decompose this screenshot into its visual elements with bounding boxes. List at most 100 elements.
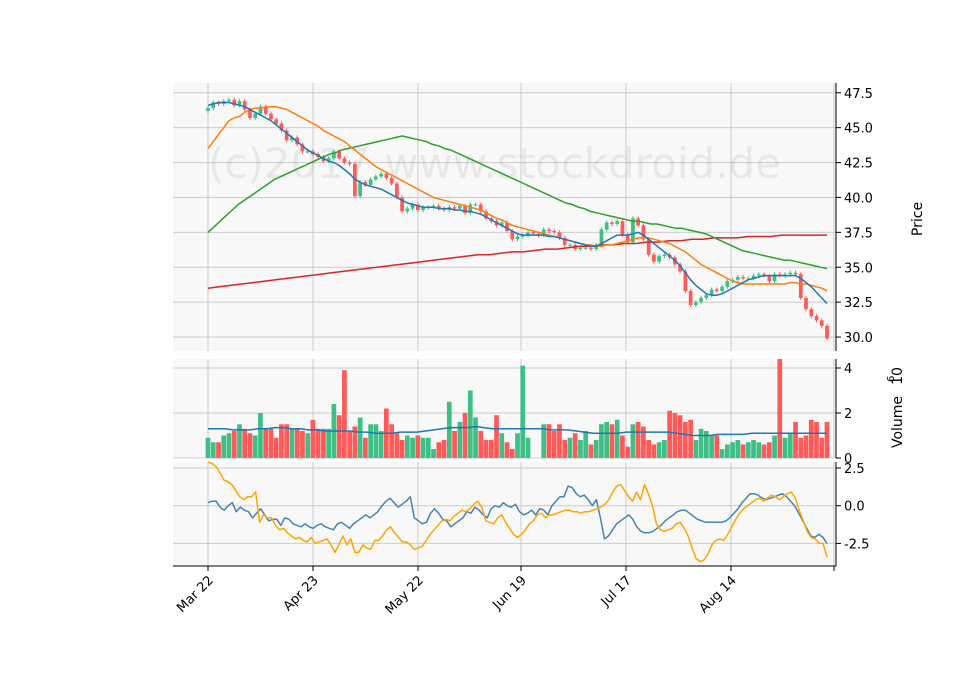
candle-up <box>206 108 210 111</box>
volume-bar <box>294 428 300 458</box>
candle-up <box>290 137 294 141</box>
candle-down <box>389 177 394 184</box>
candle-down <box>363 182 368 185</box>
volume-bar <box>478 431 484 458</box>
candle-down <box>809 309 814 317</box>
candle-up <box>332 151 336 159</box>
candle-up <box>237 101 242 106</box>
volume-bar <box>593 440 599 458</box>
candle-down <box>715 289 719 291</box>
volume-bar <box>656 442 662 458</box>
candle-down <box>510 230 515 240</box>
volume-bar <box>237 424 242 458</box>
volume-bar <box>751 440 756 458</box>
volume-bar <box>404 435 410 458</box>
candle-up <box>578 247 583 250</box>
volume-bar <box>541 424 547 458</box>
volume-bar <box>667 410 672 458</box>
candle-down <box>337 151 341 159</box>
candle-up <box>541 229 546 236</box>
volume-bar <box>677 415 683 458</box>
volume-bar <box>724 444 730 458</box>
candle-down <box>678 264 682 272</box>
candle-down <box>415 204 420 211</box>
candle-down <box>793 272 798 275</box>
x-tick-label: Mar 22 <box>174 573 217 616</box>
volume-bar <box>368 424 373 458</box>
candle-up <box>657 256 661 262</box>
volume-bar <box>756 442 762 458</box>
candle-up <box>211 102 216 109</box>
price-axis-label: Price <box>910 202 926 236</box>
oscillator-line-a <box>207 485 828 544</box>
price-y-tick-label: 30.0 <box>844 331 873 346</box>
candle-down <box>232 99 237 106</box>
candle-down <box>384 173 389 178</box>
candle-up <box>405 208 410 212</box>
osc-y-tick-label: 0.0 <box>844 500 865 515</box>
volume-bar <box>819 437 825 458</box>
volume-bar <box>740 444 746 458</box>
volume-bar <box>321 428 326 458</box>
price-y-tick-label: 40.0 <box>844 191 873 206</box>
candle-down <box>557 232 562 238</box>
volume-bar <box>609 424 615 458</box>
volume-bar <box>483 440 489 458</box>
volume-bar <box>793 422 798 458</box>
volume-bar <box>520 365 526 458</box>
candle-down <box>804 297 808 310</box>
osc-y-tick-label: 2.5 <box>844 462 865 477</box>
volume-bar <box>772 435 777 458</box>
volume-y-tick-label: 4 <box>844 362 852 377</box>
volume-bar <box>473 417 478 458</box>
price-panel <box>173 83 836 351</box>
candle-down <box>242 101 247 110</box>
candle-up <box>368 179 373 185</box>
volume-bar <box>824 422 830 458</box>
candle-up <box>379 173 383 177</box>
volume-bar <box>462 413 468 458</box>
candle-down <box>478 204 483 212</box>
volume-bar <box>258 413 263 458</box>
candle-up <box>772 274 777 282</box>
volume-bar <box>216 442 221 458</box>
candle-down <box>625 235 630 243</box>
candle-down <box>484 211 488 219</box>
candle-up <box>468 204 473 213</box>
candle-down <box>284 130 289 141</box>
volume-bar <box>226 433 232 458</box>
candle-down <box>767 275 772 282</box>
volume-bar <box>672 413 678 458</box>
candle-down <box>347 162 352 164</box>
volume-bar <box>263 428 269 458</box>
volume-bar <box>588 444 594 458</box>
volume-bar <box>614 419 620 458</box>
volume-bar <box>268 428 274 458</box>
volume-bar <box>252 435 258 458</box>
volume-bar <box>436 442 442 458</box>
candle-up <box>720 286 724 291</box>
candle-down <box>610 222 614 224</box>
candle-up <box>735 277 740 280</box>
volume-bar <box>363 437 368 458</box>
candle-down <box>395 183 399 198</box>
candle-down <box>652 254 656 262</box>
candle-up <box>227 99 231 102</box>
candle-down <box>814 316 819 321</box>
volume-bar <box>735 440 741 458</box>
volume-bar <box>525 437 531 458</box>
volume-bar <box>662 440 667 458</box>
volume-bar <box>599 424 604 458</box>
volume-bar <box>415 435 421 458</box>
price-y-tick-label: 42.5 <box>844 157 873 172</box>
volume-axis-label: Volume <box>890 396 906 448</box>
candle-down <box>263 106 268 114</box>
candle-up <box>253 113 258 118</box>
volume-bar <box>703 431 709 458</box>
volume-bar <box>284 424 290 458</box>
candle-up <box>515 236 520 240</box>
volume-bar <box>698 428 704 458</box>
candle-down <box>798 274 803 298</box>
volume-bar <box>399 440 405 458</box>
